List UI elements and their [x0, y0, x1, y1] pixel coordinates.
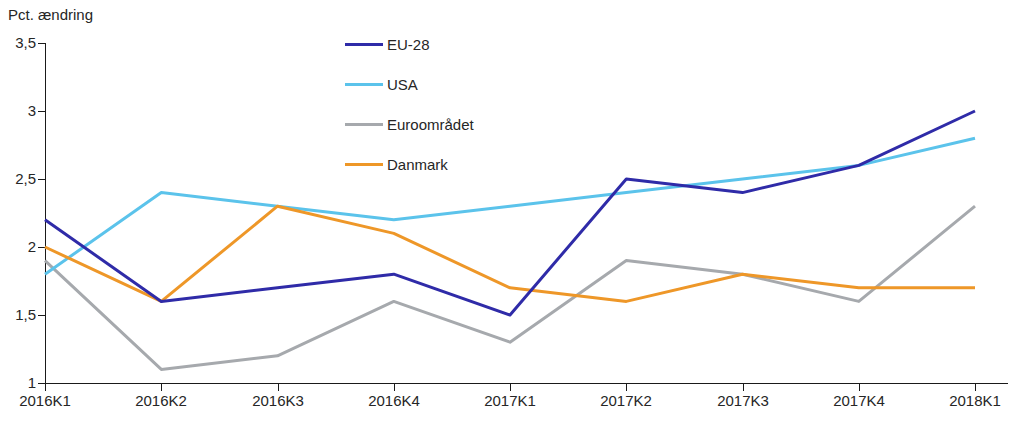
y-axis-title: Pct. ændring — [8, 6, 93, 23]
legend-line-swatch-euroomraadet — [345, 123, 383, 126]
y-tick-label: 1,5 — [15, 306, 36, 323]
series-line-usa — [45, 138, 975, 274]
x-tick-label: 2017K3 — [717, 392, 769, 409]
y-tick-label: 3,5 — [15, 34, 36, 51]
legend-label: EU-28 — [387, 36, 430, 53]
x-tick-label: 2016K2 — [135, 392, 187, 409]
y-tick-label: 2 — [28, 238, 36, 255]
line-chart: 1 1,5 2 2,5 3 3,5 2016K1 2016K2 2016K3 2016K4 2017… — [0, 0, 1013, 429]
legend-line-swatch-eu-28 — [345, 43, 383, 46]
chart-plot-area: 1 1,5 2 2,5 3 3,5 2016K1 2016K2 2016K3 2016K4 2017… — [0, 0, 1013, 429]
x-tick-label: 2016K1 — [19, 392, 71, 409]
legend-item-eu-28: EU-28 — [345, 34, 474, 54]
x-tick-label: 2017K1 — [484, 392, 536, 409]
series-line-danmark — [45, 206, 975, 301]
x-tick-label: 2016K4 — [368, 392, 420, 409]
x-tick-label: 2018K1 — [949, 392, 1001, 409]
legend-label: Euroområdet — [387, 116, 474, 133]
legend-label: Danmark — [387, 156, 448, 173]
legend-item-euroomraadet: Euroområdet — [345, 114, 474, 134]
legend-item-usa: USA — [345, 74, 474, 94]
legend: EU-28 USA Euroområdet Danmark — [345, 34, 474, 194]
x-tick-label: 2017K2 — [600, 392, 652, 409]
y-tick-label: 2,5 — [15, 170, 36, 187]
x-tick-label: 2016K3 — [252, 392, 304, 409]
y-tick-label: 3 — [28, 102, 36, 119]
legend-line-swatch-usa — [345, 83, 383, 86]
legend-line-swatch-danmark — [345, 163, 383, 166]
x-tick-label: 2017K4 — [833, 392, 885, 409]
y-tick-label: 1 — [28, 374, 36, 391]
legend-label: USA — [387, 76, 418, 93]
legend-item-danmark: Danmark — [345, 154, 474, 174]
